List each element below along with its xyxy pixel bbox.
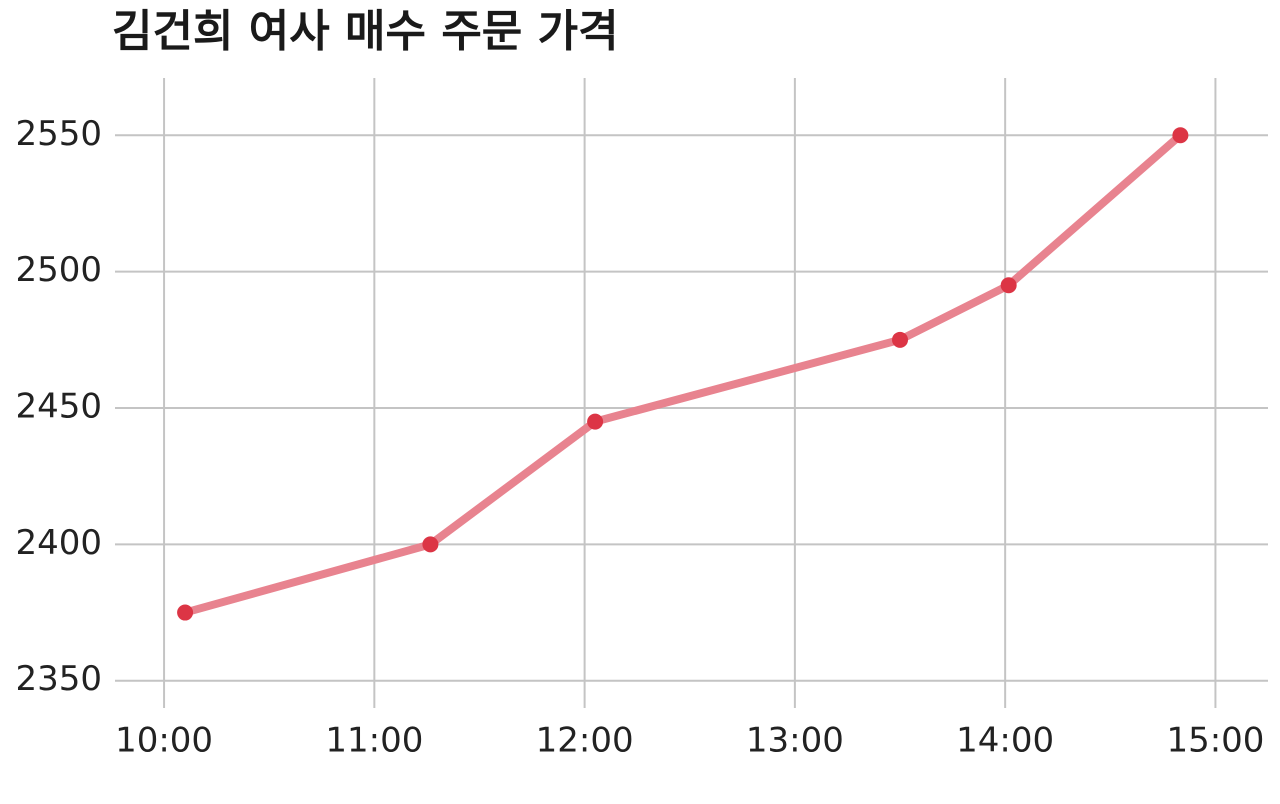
y-tick-label: 2400 (15, 523, 102, 563)
x-tick-label: 11:00 (325, 721, 423, 761)
x-tick-label: 10:00 (115, 721, 213, 761)
marker (892, 331, 909, 348)
x-tick-label: 12:00 (536, 721, 634, 761)
marker (587, 413, 604, 430)
x-tick-label: 14:00 (956, 721, 1054, 761)
marker (422, 536, 439, 553)
y-tick-label: 2500 (15, 250, 102, 290)
x-tick-label: 13:00 (746, 721, 844, 761)
marker (1000, 277, 1017, 294)
chart-title: 김건희 여사 매수 주문 가격 (112, 6, 619, 57)
line (181, 131, 1185, 617)
y-tick-label: 2450 (15, 387, 102, 427)
marker (177, 604, 194, 621)
y-tick-label: 2550 (15, 114, 102, 154)
y-tick-label: 2350 (15, 659, 102, 699)
marker (1172, 127, 1189, 144)
x-tick-label: 15:00 (1166, 721, 1264, 761)
